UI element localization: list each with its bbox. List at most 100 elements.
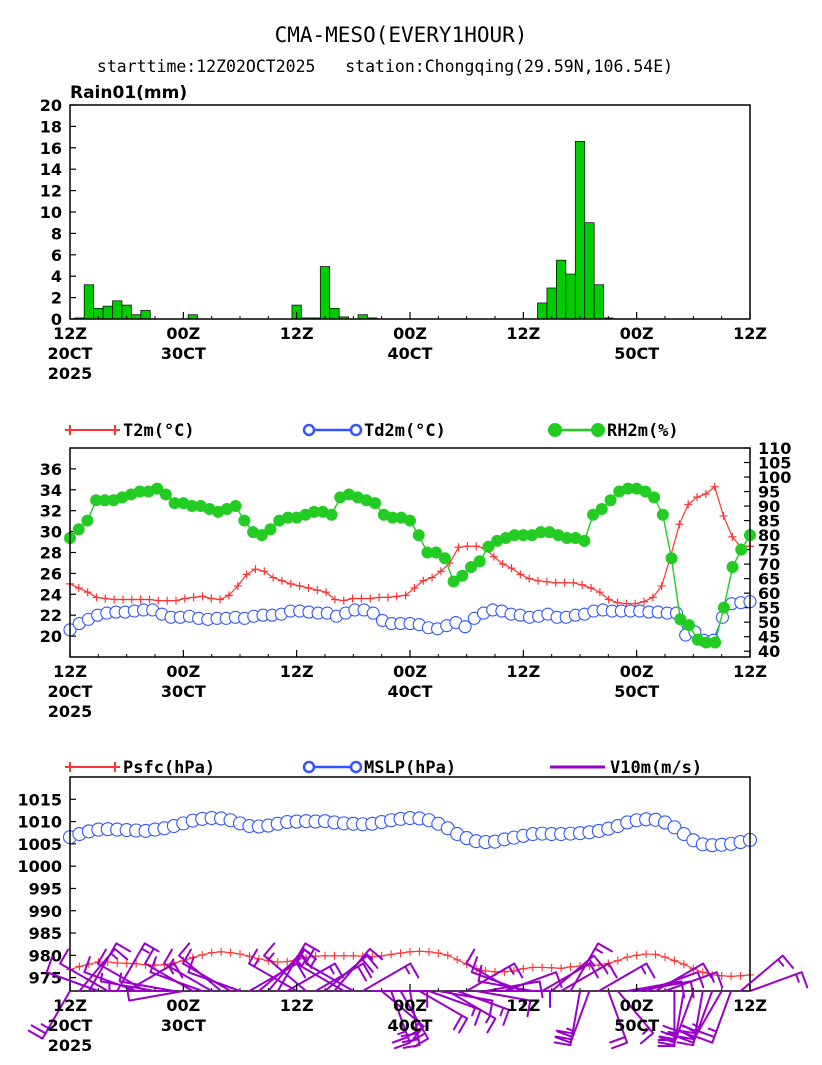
t2m-point xyxy=(657,581,666,590)
psfc-point xyxy=(434,949,443,958)
chart-title: CMA-MESO(EVERY1HOUR) xyxy=(275,23,528,47)
rain-bar xyxy=(112,300,123,320)
psfc-point xyxy=(236,949,244,958)
wind-barb xyxy=(446,990,497,1034)
t2m-point xyxy=(242,570,251,579)
psfc-point xyxy=(339,951,348,960)
x-tick-label: 12Z xyxy=(733,324,767,343)
rh2m-point xyxy=(151,482,164,495)
x-tick-date: 40CT xyxy=(388,1016,433,1035)
rh2m-point xyxy=(735,543,748,556)
rh2m-point xyxy=(456,569,469,582)
t2m-point xyxy=(83,588,92,597)
rh2m-point xyxy=(229,500,242,513)
x-tick-date: 40CT xyxy=(388,682,433,701)
t2m-point xyxy=(313,586,322,595)
wind-barb xyxy=(390,990,411,1050)
thermo-right-tick-label: 105 xyxy=(758,454,791,473)
x-tick-date: 40CT xyxy=(388,344,433,363)
wind-barb xyxy=(361,962,420,992)
rh2m-point xyxy=(238,514,251,527)
rain-bar xyxy=(574,141,586,320)
wind-barb xyxy=(553,990,581,1047)
legend-rh2m-marker xyxy=(548,423,562,437)
x-tick-label: 00Z xyxy=(393,324,427,343)
psfc-point xyxy=(113,958,122,967)
legend-mslp-marker xyxy=(302,760,316,774)
t2m-point xyxy=(118,595,127,604)
x-tick-year: 2025 xyxy=(48,702,93,721)
chart-subtitle: starttime:12Z02OCT2025 station:Chongqing… xyxy=(97,57,673,76)
t2m-point xyxy=(675,520,684,529)
t2m-point xyxy=(428,573,437,582)
t2m-point xyxy=(357,594,366,603)
wind-barb xyxy=(27,990,71,1040)
psfc-point xyxy=(661,953,669,962)
rain-bar xyxy=(537,302,548,320)
rh2m-point xyxy=(682,619,695,632)
wind-barb xyxy=(560,962,618,992)
t2m-point xyxy=(507,564,516,573)
wind-barb xyxy=(696,990,733,1044)
thermo-left-tick-label: 20 xyxy=(40,627,62,646)
psfc-point xyxy=(623,953,632,962)
rh2m-point xyxy=(438,552,451,565)
rh2m-point xyxy=(639,485,652,498)
pressure-plot-frame xyxy=(69,776,751,992)
press-y-tick-label: 1005 xyxy=(17,835,62,854)
x-tick-date: 20CT xyxy=(48,344,93,363)
x-tick-label: 12Z xyxy=(506,324,540,343)
t2m-point xyxy=(436,567,445,576)
t2m-point xyxy=(304,584,313,593)
t2m-point xyxy=(648,593,657,602)
x-tick-label: 00Z xyxy=(393,662,427,681)
psfc-point xyxy=(443,951,452,960)
wind-barb xyxy=(676,990,704,1047)
thermo-left-tick-label: 36 xyxy=(40,460,62,479)
rain-panel-title: Rain01(mm) xyxy=(70,83,187,103)
x-tick-label: 00Z xyxy=(393,996,427,1015)
psfc-point xyxy=(415,947,424,956)
t2m-point xyxy=(136,595,145,604)
psfc-point xyxy=(453,955,462,964)
psfc-point xyxy=(557,964,566,973)
x-tick-date: 50CT xyxy=(614,1016,659,1035)
thermo-left-tick-label: 34 xyxy=(40,481,62,500)
t2m-point xyxy=(701,489,710,498)
x-tick-label: 00Z xyxy=(620,324,654,343)
x-tick-label: 12Z xyxy=(733,662,767,681)
wind-barb xyxy=(607,990,629,1050)
wind-barb xyxy=(679,990,723,1040)
t2m-point xyxy=(127,595,136,604)
legend-wind-label: V10m(m/s) xyxy=(610,758,702,778)
psfc-point xyxy=(330,951,339,960)
legend-td2m-marker xyxy=(302,423,316,437)
rh2m-point xyxy=(465,561,478,574)
rh2m-point xyxy=(159,488,172,501)
press-y-tick-label: 990 xyxy=(29,902,62,921)
psfc-point xyxy=(736,971,745,980)
x-tick-label: 12Z xyxy=(280,662,314,681)
rh2m-point xyxy=(656,508,669,521)
wind-barb xyxy=(475,990,532,1018)
psfc-point xyxy=(406,947,414,956)
t2m-point xyxy=(693,493,702,502)
thermo-left-tick-label: 24 xyxy=(40,585,62,604)
rain-y-tick-label: 6 xyxy=(51,246,62,265)
wind-barb xyxy=(163,948,213,992)
thermo-right-tick-label: 110 xyxy=(758,439,791,458)
t2m-point xyxy=(604,595,613,604)
rain-bar xyxy=(140,310,151,320)
x-tick-label: 12Z xyxy=(733,996,767,1015)
rh2m-point xyxy=(325,508,338,521)
psfc-point xyxy=(538,963,547,972)
psfc-point xyxy=(613,956,622,965)
thermo-left-tick-label: 32 xyxy=(40,502,62,521)
press-y-tick-label: 1015 xyxy=(17,790,62,809)
t2m-point xyxy=(92,593,101,602)
t2m-point xyxy=(472,542,481,551)
rain-y-tick-label: 2 xyxy=(51,289,62,308)
rh2m-point xyxy=(717,601,730,614)
td2m-point xyxy=(458,620,472,634)
